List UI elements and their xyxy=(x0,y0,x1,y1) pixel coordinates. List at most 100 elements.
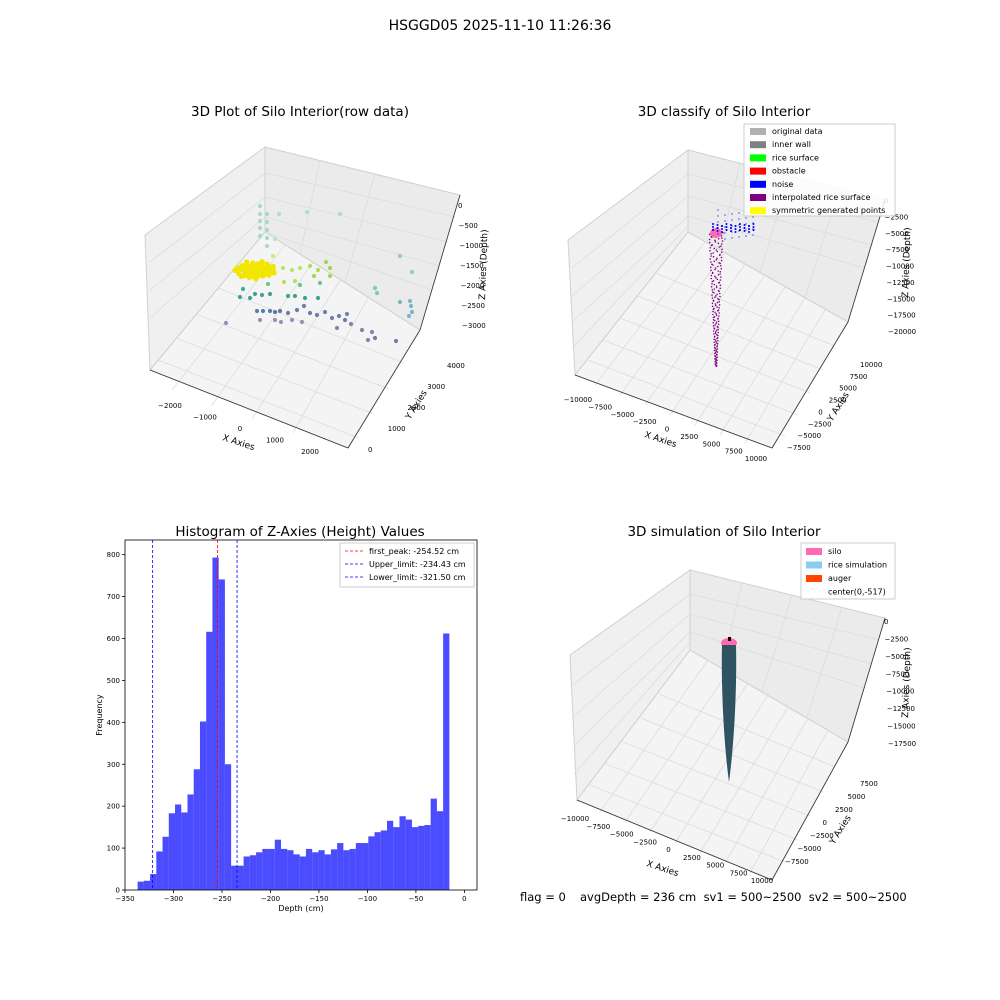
simulation-x-tick-label: −5000 xyxy=(610,831,634,839)
interpolated-rice-point xyxy=(715,314,718,317)
classify-z-tick-label: −2500 xyxy=(885,213,909,221)
classify-z-tick-label: −10000 xyxy=(886,263,914,271)
histogram-bar xyxy=(262,848,269,890)
noise-point xyxy=(739,226,741,228)
interpolated-rice-point xyxy=(718,298,720,301)
symmetric-generated-point xyxy=(264,271,270,277)
classify-legend-item-swatch xyxy=(750,167,766,175)
histogram-bar xyxy=(318,850,325,890)
noise-point xyxy=(748,225,750,227)
interpolated-rice-point xyxy=(713,341,715,344)
simulation-z-tick-label: −10000 xyxy=(886,688,914,696)
histogram-bar xyxy=(224,764,232,890)
raw-data-point xyxy=(294,307,300,313)
histogram-x-tick-label: 0 xyxy=(462,895,466,903)
raw-z-tick-label: −2000 xyxy=(461,282,485,290)
interpolated-rice-point xyxy=(709,250,711,252)
interpolated-rice-point xyxy=(711,297,714,299)
raw-data-point xyxy=(315,267,321,273)
raw-data-point xyxy=(307,310,313,316)
interpolated-rice-point xyxy=(717,323,720,326)
noise-point xyxy=(730,227,732,229)
simulation-y-tick-label: −2500 xyxy=(810,832,834,840)
interpolated-rice-point xyxy=(716,348,719,350)
noise-point xyxy=(738,218,740,220)
interpolated-rice-point xyxy=(711,236,713,239)
histogram-bar xyxy=(374,832,381,890)
raw-data-point xyxy=(257,317,263,323)
histogram-bar xyxy=(281,848,288,890)
histogram-x-tick-label: −100 xyxy=(358,895,377,903)
noise-point xyxy=(743,227,746,229)
raw-data-point xyxy=(265,281,271,287)
raw-data-point xyxy=(336,313,342,319)
interpolated-rice-point xyxy=(714,239,716,242)
histogram-bar xyxy=(312,852,319,890)
interpolated-rice-point xyxy=(714,324,716,326)
raw-y-tick-label: 3000 xyxy=(427,383,445,391)
noise-point xyxy=(731,237,733,239)
histogram-bar xyxy=(430,798,437,890)
histogram-bar xyxy=(168,813,176,890)
raw-data-point xyxy=(348,321,354,327)
noise-point xyxy=(745,235,747,237)
raw-data-point xyxy=(264,243,270,249)
center-marker xyxy=(728,637,731,641)
raw-data-point xyxy=(327,265,333,271)
simulation-x-tick-label: −2500 xyxy=(633,838,657,846)
noise-point xyxy=(748,231,750,233)
raw-x-tick-label: 1000 xyxy=(266,437,284,445)
classify-x-tick-label: 5000 xyxy=(703,440,721,448)
simulation-legend-item-label: center(0,-517) xyxy=(828,588,886,597)
raw-data-point xyxy=(292,293,298,299)
noise-point xyxy=(743,224,746,226)
noise-point xyxy=(712,223,714,225)
simulation-y-tick-label: 0 xyxy=(823,819,827,827)
interpolated-rice-point xyxy=(715,331,717,333)
interpolated-rice-point xyxy=(711,283,713,285)
raw-data-point xyxy=(334,325,340,331)
interpolated-rice-point xyxy=(714,275,716,278)
raw-data-point xyxy=(272,309,278,315)
classify-x-tick-label: −7500 xyxy=(588,403,612,411)
raw-data-point xyxy=(257,211,263,217)
raw-data-point xyxy=(344,311,350,317)
classify-z-tick-label: −5000 xyxy=(885,230,909,238)
interpolated-rice-point xyxy=(713,344,716,347)
interpolated-rice-point xyxy=(717,318,719,320)
classify-x-tick-label: −10000 xyxy=(564,396,592,404)
noise-point xyxy=(721,225,723,227)
raw-data-point xyxy=(301,303,307,309)
histogram-bar xyxy=(368,836,375,890)
classify-x-tick-label: −2500 xyxy=(633,418,657,426)
interpolated-rice-point xyxy=(717,310,719,312)
raw-data-point xyxy=(257,225,263,231)
histogram-title: Histogram of Z-Axies (Height) Values xyxy=(175,524,425,540)
histogram-bar xyxy=(305,848,313,890)
symmetric-generated-point xyxy=(259,259,265,265)
classify-legend-item-swatch xyxy=(750,141,766,149)
interpolated-rice-point xyxy=(711,294,713,296)
raw-data-point xyxy=(372,335,378,341)
classify-legend-item-swatch xyxy=(750,180,766,188)
raw-x-tick-label: −2000 xyxy=(158,402,182,410)
histogram-y-tick-label: 700 xyxy=(107,593,120,601)
noise-point xyxy=(752,222,754,224)
histogram-x-tick-label: −150 xyxy=(309,895,328,903)
noise-point xyxy=(745,223,747,225)
histogram-bar xyxy=(237,865,244,890)
classify-y-tick-label: 7500 xyxy=(850,373,868,381)
symmetric-generated-point xyxy=(246,268,252,274)
histogram-bar xyxy=(411,827,419,890)
raw-data-point xyxy=(270,253,276,259)
interpolated-rice-point xyxy=(718,246,721,248)
interpolated-rice-point xyxy=(710,261,712,263)
raw-data-point xyxy=(247,295,253,301)
histogram-bar xyxy=(330,849,338,890)
raw-3d-box xyxy=(144,146,461,449)
simulation-y-tick-label: −7500 xyxy=(785,858,809,866)
histogram-bar xyxy=(143,880,151,890)
